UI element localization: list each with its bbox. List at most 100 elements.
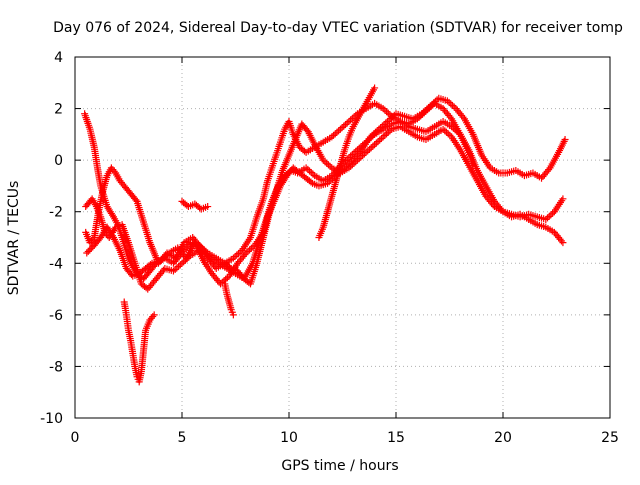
data-point-marker — [371, 141, 379, 149]
data-point-marker — [433, 96, 441, 104]
data-point-marker — [371, 128, 379, 136]
y-tick-label: -4 — [49, 256, 63, 272]
data-point-marker — [343, 119, 351, 127]
data-point-marker — [108, 232, 116, 240]
plot-frame — [74, 56, 611, 419]
data-point-marker — [330, 131, 338, 139]
data-point-marker — [89, 235, 97, 243]
data-point-marker — [451, 126, 459, 134]
data-point-marker — [384, 128, 392, 136]
data-point-marker — [362, 148, 370, 156]
data-point-marker — [373, 127, 381, 135]
data-point-marker — [559, 239, 567, 247]
data-point-marker — [445, 98, 453, 106]
data-point-marker — [86, 246, 94, 254]
data-point-marker — [150, 311, 158, 319]
data-point-marker — [323, 159, 331, 167]
data-point-marker — [306, 167, 314, 175]
data-point-marker — [380, 121, 388, 129]
data-point-marker — [223, 274, 231, 282]
data-point-marker — [176, 261, 184, 269]
data-point-marker — [421, 107, 429, 115]
data-point-marker — [335, 127, 343, 135]
ticks: 0 5 10 15 20 25 -10 -8 -6 -4 -2 0 2 4 — [40, 50, 619, 446]
data-point-marker — [326, 162, 334, 170]
x-axis-label: GPS time / hours — [281, 458, 398, 474]
data-point-marker — [426, 102, 434, 110]
data-point-marker — [347, 158, 355, 166]
data-point-marker — [557, 237, 565, 245]
x-tick-label: 25 — [601, 430, 619, 446]
data-point-marker — [220, 277, 228, 285]
data-point-marker — [241, 251, 249, 259]
data-point-marker — [448, 101, 456, 109]
data-point-marker — [549, 209, 557, 217]
data-point-marker — [160, 254, 168, 262]
data-point-marker — [379, 133, 387, 141]
data-point-marker — [377, 134, 385, 142]
data-point-marker — [84, 247, 92, 255]
chart-title: Day 076 of 2024, Sidereal Day-to-day VTE… — [53, 20, 623, 36]
data-point-marker — [453, 127, 461, 135]
data-point-marker — [382, 119, 390, 127]
data-point-marker — [443, 128, 451, 136]
series-track-c — [82, 120, 567, 293]
data-point-marker — [204, 203, 212, 211]
data-point-marker — [180, 258, 188, 266]
data-point-marker — [319, 156, 327, 164]
data-point-marker — [383, 108, 391, 116]
data-point-marker — [341, 121, 349, 129]
data-point-marker — [110, 167, 118, 175]
data-point-marker — [173, 264, 181, 272]
y-tick-label: 0 — [54, 153, 63, 169]
data-point-marker — [545, 166, 553, 174]
data-point-marker — [375, 125, 383, 133]
y-tick-label: -6 — [49, 308, 63, 324]
data-point-marker — [430, 99, 438, 107]
data-point-marker — [341, 157, 349, 165]
data-point-marker — [234, 249, 242, 257]
data-point-marker — [360, 150, 368, 158]
data-point-marker — [384, 109, 392, 117]
data-point-marker — [338, 124, 346, 132]
series-track-g — [178, 197, 212, 213]
data-point-marker — [229, 254, 237, 262]
data-point-marker — [386, 127, 394, 135]
x-tick-label: 20 — [494, 430, 512, 446]
data-point-marker — [309, 170, 317, 178]
data-point-marker — [441, 127, 449, 135]
data-point-marker — [446, 113, 454, 121]
series-track-e — [120, 298, 158, 386]
data-point-marker — [425, 104, 433, 112]
data-point-marker — [302, 164, 310, 172]
data-point-marker — [87, 244, 95, 252]
data-point-marker — [369, 142, 377, 150]
y-tick-label: 4 — [54, 50, 63, 66]
data-point-marker — [366, 133, 374, 141]
data-point-marker — [324, 161, 332, 169]
data-point-marker — [364, 147, 372, 155]
data-point-marker — [108, 211, 116, 219]
data-point-marker — [447, 100, 455, 108]
data-point-marker — [336, 125, 344, 133]
data-point-marker — [175, 262, 183, 270]
data-point-marker — [247, 244, 255, 252]
x-tick-label: 15 — [387, 430, 405, 446]
data-point-marker — [378, 122, 386, 130]
data-point-marker — [333, 128, 341, 136]
data-point-marker — [431, 97, 439, 105]
data-point-marker — [444, 130, 452, 138]
data-point-marker — [379, 105, 387, 113]
data-point-marker — [236, 248, 244, 256]
series-track-f — [315, 84, 379, 241]
data-point-marker — [542, 215, 550, 223]
data-point-marker — [229, 311, 237, 319]
data-point-marker — [449, 124, 457, 132]
data-point-marker — [419, 108, 427, 116]
data-point-marker — [222, 275, 230, 283]
data-point-marker — [428, 100, 436, 108]
data-point-marker — [356, 148, 364, 156]
data-point-marker — [559, 195, 567, 203]
